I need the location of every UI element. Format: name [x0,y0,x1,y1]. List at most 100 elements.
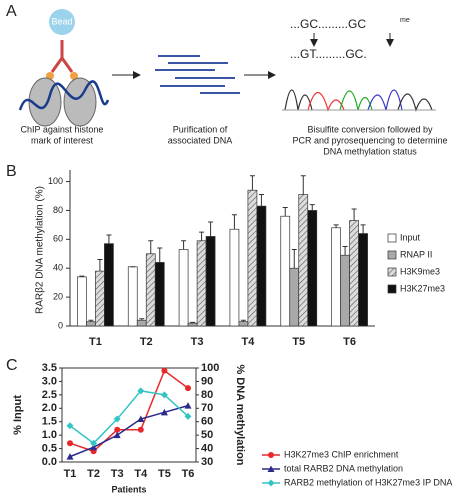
x-tick-label: T2 [140,336,153,348]
legend-label: Input [400,232,421,242]
y-tick-label: 3.0 [42,375,57,387]
step-caption: Bisulfite conversion followed by [307,124,433,134]
error-bar [148,240,154,254]
y-tick-label: 0.0 [42,456,57,468]
y-axis-label: % Input [12,395,24,435]
bar [298,194,309,327]
bar [205,236,216,327]
x-tick-label: T5 [158,468,171,480]
panel-letter: B [6,163,17,180]
bar [136,319,147,327]
dna-fragments [155,55,240,94]
error-bar [342,246,348,256]
legend-label: H3K9me3 [400,266,440,276]
step-caption: ChIP against histone [21,124,104,134]
chip-illustration: Bead [18,9,110,127]
panel-letter: C [6,357,18,374]
error-bar [199,231,205,241]
bar [256,205,267,327]
error-bar [106,234,112,244]
y-tick-label: 20 [53,291,63,301]
panel-letter: A [6,3,17,20]
y-tick-label: 60 [53,234,63,244]
x-tick-label: T4 [241,336,255,348]
bar [289,267,300,327]
y-tick-label: 100 [48,176,63,186]
bar [307,210,318,327]
marker [137,426,144,433]
chromatogram [284,89,433,113]
bar [154,262,165,327]
line [69,390,189,445]
y-tick-label: 40 [53,263,63,273]
bead-label: Bead [51,16,72,26]
x-tick-label: T6 [343,336,356,348]
error-bar [240,319,246,322]
y-tick-label: 0 [58,320,63,330]
x-tick-label: T3 [191,336,204,348]
y2-tick-label: 60 [201,416,213,428]
marker [184,402,192,409]
y2-axis-label: % DNA methylation [234,364,246,465]
marker [90,443,98,451]
legend-label: RNAP II [400,249,432,259]
legend-swatch [387,250,397,260]
error-bar [282,207,288,217]
line [69,404,189,458]
legend-marker [267,479,275,487]
step-caption: associated DNA [168,135,233,145]
error-bar [88,319,94,322]
error-bar [258,194,264,207]
x-tick-label: T1 [89,336,102,348]
y-tick-label: 1.5 [42,416,57,428]
bar [340,254,350,327]
bar [229,228,240,327]
x-tick-label: T4 [134,468,148,480]
error-bar [181,240,187,250]
marker [161,367,168,374]
error-bar [300,175,306,195]
y-tick-label: 3.5 [42,362,57,374]
error-bar [208,221,214,237]
y2-tick-label: 90 [201,375,213,387]
y2-tick-label: 80 [201,389,213,401]
marker [114,426,121,433]
legend-swatch [387,284,397,294]
y2-tick-label: 40 [201,442,213,454]
error-bar [231,214,237,230]
error-bar [79,275,85,277]
plot-frame [61,367,197,463]
marker [160,391,168,399]
marker [67,440,73,447]
bar [187,322,198,327]
y-tick-label: 80 [53,205,63,215]
y2-tick-label: 30 [201,456,213,468]
bar [331,227,341,327]
legend-label: H3K27me3 ChIP enrichment [284,449,399,459]
error-bar [97,259,103,272]
x-tick-label: T3 [111,468,124,480]
line [69,369,189,453]
y-tick-label: 2.0 [42,402,57,414]
y-axis-label: RARβ2 DNA methylation (%) [35,186,46,314]
y-tick-label: 2.5 [42,389,57,401]
sequence-superscript: me [400,17,410,24]
bar [196,240,207,327]
legend-label: RARB2 methylation of H3K27me3 IP DNA [284,477,452,487]
step-caption: Purification of [173,124,228,134]
error-bar [333,224,339,228]
error-bar [360,224,366,234]
x-tick-label: T6 [182,468,195,480]
marker [137,415,145,423]
step-caption: PCR and pyrosequencing to determine [292,135,447,145]
legend-label: H3K27me3 [400,283,445,293]
y-tick-label: 1.0 [42,429,57,441]
bar [127,266,138,327]
y-tick-label: 0.5 [42,442,57,454]
sequence: ...GC.........GC [290,17,366,31]
bar [358,233,368,327]
marker [66,422,74,430]
y2-tick-label: 100 [201,362,219,374]
marker [137,387,145,395]
